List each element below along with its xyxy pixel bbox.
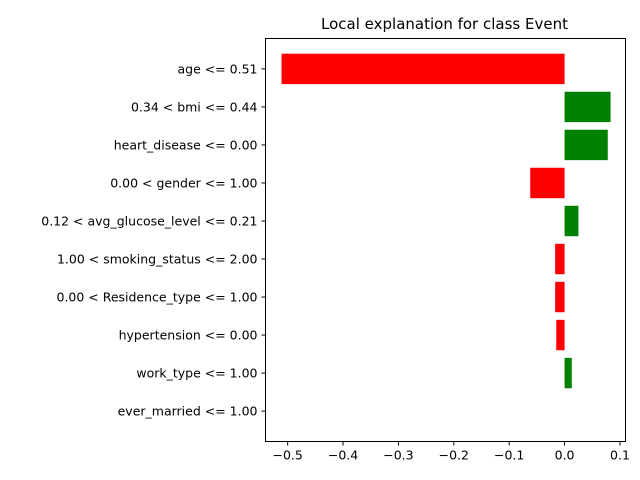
y-tick-label: 1.00 < smoking_status <= 2.00 [57, 252, 258, 267]
chart-title: Local explanation for class Event [321, 15, 568, 33]
x-tick-label: 0.0 [555, 448, 575, 463]
bar-5 [555, 243, 565, 275]
x-tick-label: −0.5 [272, 448, 302, 463]
axes-frame [265, 38, 626, 442]
x-tick-label: −0.3 [383, 448, 413, 463]
bar-6 [555, 281, 565, 313]
y-tick-label: 0.34 < bmi <= 0.44 [131, 99, 258, 114]
y-tick-label: work_type <= 1.00 [136, 366, 257, 381]
y-tick-label: age <= 0.51 [177, 61, 257, 76]
y-axis-ticks: age <= 0.51 0.34 < bmi <= 0.44 heart_disea… [41, 61, 266, 419]
bar-2 [564, 129, 608, 161]
y-tick-label: 0.00 < gender <= 1.00 [110, 175, 257, 190]
x-tick-label: −0.4 [328, 448, 358, 463]
y-tick-label: heart_disease <= 0.00 [114, 137, 258, 152]
bar-3 [530, 167, 565, 199]
bar-7 [556, 319, 565, 351]
bar-1 [564, 91, 611, 123]
x-tick-label: −0.2 [439, 448, 469, 463]
bar-8 [564, 357, 572, 389]
x-tick-label: −0.1 [494, 448, 524, 463]
x-axis-ticks: −0.5 −0.4 −0.3 −0.2 −0.1 0.0 0.1 [272, 441, 630, 463]
bars-group [281, 53, 611, 389]
y-tick-label: 0.00 < Residence_type <= 1.00 [56, 290, 257, 305]
x-tick-label: 0.1 [610, 448, 630, 463]
y-tick-label: ever_married <= 1.00 [118, 404, 258, 419]
y-tick-label: 0.12 < avg_glucose_level <= 0.21 [41, 213, 257, 228]
bar-0 [281, 53, 565, 85]
y-tick-label: hypertension <= 0.00 [119, 328, 258, 343]
bar-4 [564, 205, 579, 237]
